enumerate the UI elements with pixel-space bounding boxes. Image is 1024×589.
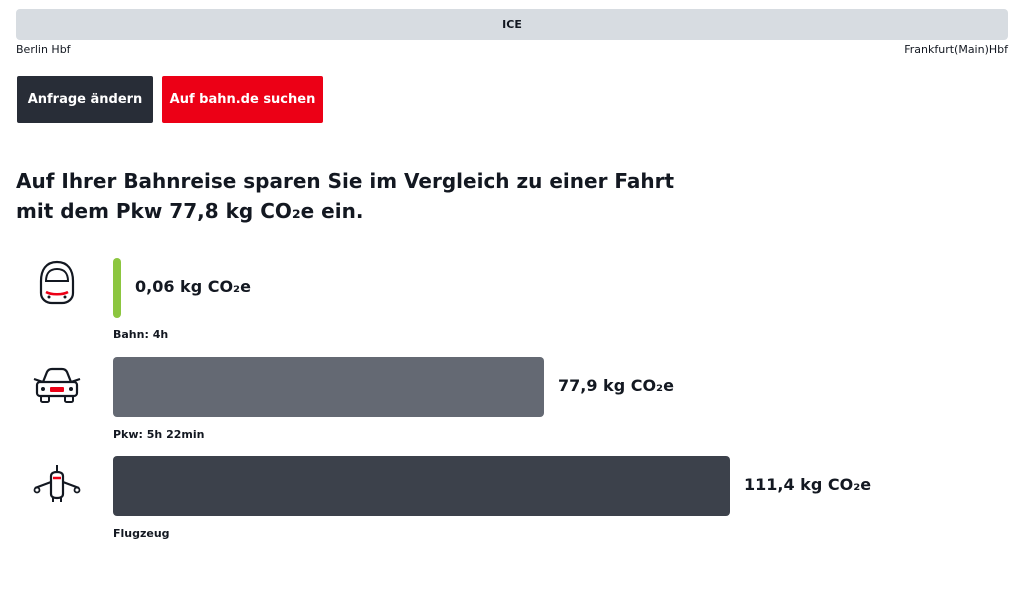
car-icon: [33, 367, 81, 403]
mode-label-car: Pkw: 5h 22min: [113, 428, 205, 441]
train-type: ICE: [502, 18, 522, 31]
mode-label-plane: Flugzeug: [113, 527, 170, 540]
destination-station: Frankfurt(Main)Hbf: [904, 43, 1008, 56]
origin-station: Berlin Hbf: [16, 43, 71, 56]
airplane-icon: [33, 465, 81, 502]
route-bar: ICE: [16, 9, 1008, 40]
bar-car: [113, 357, 544, 417]
change-request-button[interactable]: Anfrage ändern: [17, 76, 153, 123]
bar-plane: [113, 456, 730, 516]
train-icon: [39, 260, 75, 305]
value-label-car: 77,9 kg CO₂e: [558, 376, 674, 395]
value-label-train: 0,06 kg CO₂e: [135, 277, 251, 296]
mode-label-train: Bahn: 4h: [113, 328, 169, 341]
bar-train: [113, 258, 121, 318]
value-label-plane: 111,4 kg CO₂e: [744, 475, 872, 494]
savings-headline: Auf Ihrer Bahnreise sparen Sie im Vergle…: [16, 169, 675, 223]
search-bahn-button[interactable]: Auf bahn.de suchen: [162, 76, 323, 123]
